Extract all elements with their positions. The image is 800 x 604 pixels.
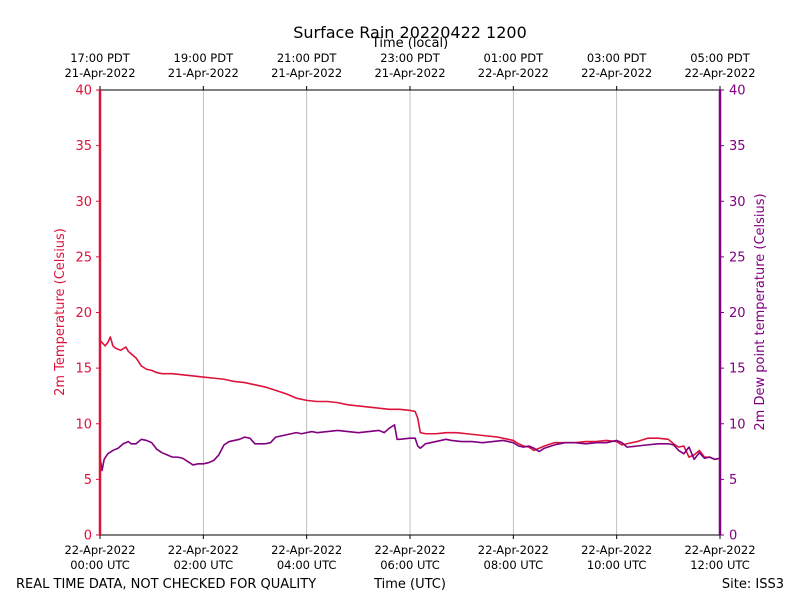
y-tick-label-right: 40 bbox=[729, 84, 746, 99]
x-tick-label-bottom-date: 22-Apr-2022 bbox=[478, 543, 549, 557]
y-tick-label-left: 35 bbox=[75, 139, 92, 154]
y-tick-label-left: 20 bbox=[75, 306, 92, 321]
x-tick-label-bottom-time: 08:00 UTC bbox=[484, 558, 544, 572]
x-tick-label-bottom-date: 22-Apr-2022 bbox=[581, 543, 652, 557]
y-tick-label-right: 0 bbox=[729, 529, 737, 544]
y-tick-label-right: 20 bbox=[729, 306, 746, 321]
x-tick-label-top-date: 21-Apr-2022 bbox=[271, 66, 342, 80]
x-tick-label-bottom-time: 04:00 UTC bbox=[277, 558, 337, 572]
quality-disclaimer: REAL TIME DATA, NOT CHECKED FOR QUALITY bbox=[16, 577, 316, 592]
y-tick-label-right: 15 bbox=[729, 362, 746, 377]
x-tick-label-bottom-time: 02:00 UTC bbox=[174, 558, 234, 572]
dewpoint-line bbox=[99, 424, 721, 472]
y-tick-label-right: 10 bbox=[729, 417, 746, 432]
y-tick-label-left: 40 bbox=[75, 84, 92, 99]
chart-title: Surface Rain 20220422 1200 bbox=[293, 23, 527, 42]
y-tick-label-left: 0 bbox=[84, 529, 92, 544]
x-tick-label-bottom-time: 12:00 UTC bbox=[690, 558, 750, 572]
y-tick-label-right: 30 bbox=[729, 195, 746, 210]
temperature-line bbox=[99, 336, 721, 461]
x-tick-label-top-date: 21-Apr-2022 bbox=[64, 66, 135, 80]
x-tick-label-bottom-date: 22-Apr-2022 bbox=[168, 543, 239, 557]
y-axis-label-left: 2m Temperature (Celsius) bbox=[53, 228, 68, 396]
y-tick-label-left: 30 bbox=[75, 195, 92, 210]
x-tick-label-top-time: 23:00 PDT bbox=[380, 51, 441, 65]
x-tick-label-bottom-time: 06:00 UTC bbox=[380, 558, 440, 572]
x-tick-label-top-time: 21:00 PDT bbox=[277, 51, 338, 65]
x-tick-label-top-date: 22-Apr-2022 bbox=[684, 66, 755, 80]
x-tick-label-bottom-date: 22-Apr-2022 bbox=[271, 543, 342, 557]
tick-labels: 0 0 5 5 10 10 15 15 20 20 25 25 30 30 35 35 40 40 22-Apr-2… bbox=[64, 51, 755, 572]
y-tick-label-right: 35 bbox=[729, 139, 746, 154]
x-tick-label-top-date: 21-Apr-2022 bbox=[374, 66, 445, 80]
x-tick-label-bottom-date: 22-Apr-2022 bbox=[64, 543, 135, 557]
y-tick-label-left: 15 bbox=[75, 362, 92, 377]
x-tick-label-bottom-date: 22-Apr-2022 bbox=[374, 543, 445, 557]
x-tick-label-top-date: 21-Apr-2022 bbox=[168, 66, 239, 80]
top-axis-label: Time (local) bbox=[371, 36, 448, 51]
x-tick-label-top-time: 05:00 PDT bbox=[690, 51, 751, 65]
y-tick-label-left: 10 bbox=[75, 417, 92, 432]
x-tick-label-bottom-time: 00:00 UTC bbox=[70, 558, 130, 572]
x-tick-label-top-date: 22-Apr-2022 bbox=[478, 66, 549, 80]
x-tick-label-top-time: 17:00 PDT bbox=[70, 51, 131, 65]
x-tick-label-top-time: 01:00 PDT bbox=[484, 51, 545, 65]
site-label: Site: ISS3 bbox=[722, 577, 784, 592]
x-tick-label-top-time: 19:00 PDT bbox=[174, 51, 235, 65]
y-tick-label-left: 25 bbox=[75, 250, 92, 265]
x-tick-label-bottom-date: 22-Apr-2022 bbox=[684, 543, 755, 557]
y-axis-label-right: 2m Dew point temperature (Celsius) bbox=[753, 193, 768, 430]
x-axis-label: Time (UTC) bbox=[373, 577, 446, 592]
y-tick-label-left: 5 bbox=[84, 473, 92, 488]
x-tick-label-top-time: 03:00 PDT bbox=[587, 51, 648, 65]
y-tick-label-right: 25 bbox=[729, 250, 746, 265]
x-tick-label-bottom-time: 10:00 UTC bbox=[587, 558, 647, 572]
x-tick-label-top-date: 22-Apr-2022 bbox=[581, 66, 652, 80]
series-lines bbox=[99, 336, 721, 472]
y-tick-label-right: 5 bbox=[729, 473, 737, 488]
grid-lines bbox=[202, 90, 618, 535]
